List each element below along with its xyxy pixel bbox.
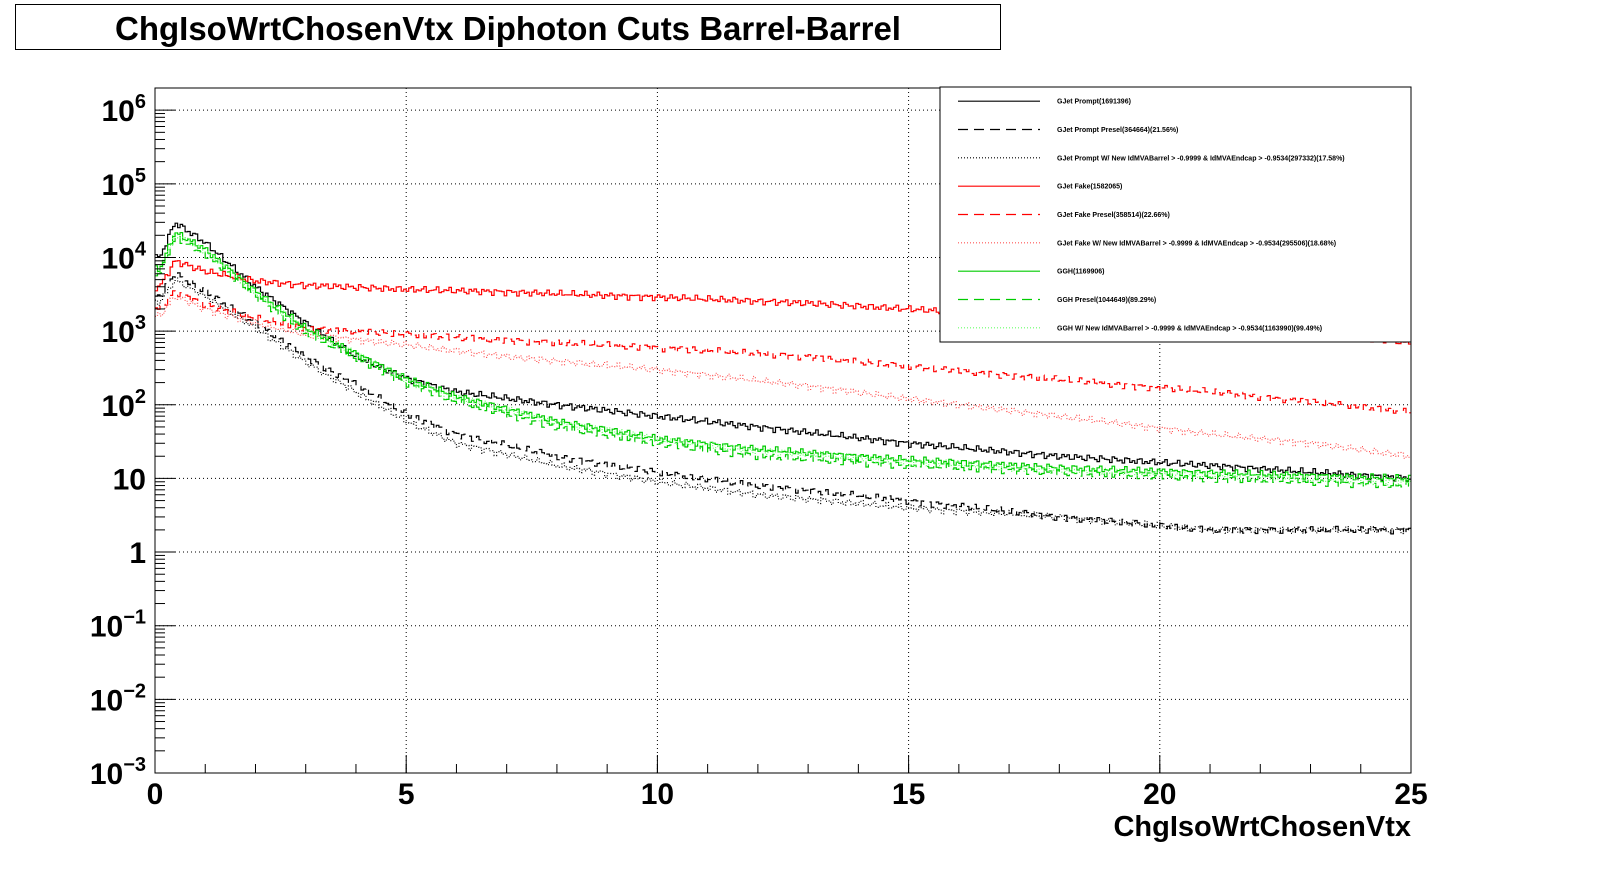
legend-label: GGH(1169906) (1057, 269, 1104, 276)
series-line (155, 235, 1411, 489)
series-line (155, 232, 1411, 481)
series-line (155, 290, 1411, 415)
legend-label: GJet Fake W/ New IdMVABarrel > -0.9999 &… (1057, 240, 1336, 247)
series-line (155, 232, 1411, 486)
grid (154, 88, 1412, 774)
x-tick-label: 20 (1143, 778, 1176, 811)
x-tick-label: 15 (892, 778, 925, 811)
legend-label: GJet Prompt Presel(364664)(21.56%) (1057, 127, 1178, 134)
y-tick-label: 105 (102, 165, 147, 202)
y-tick-label: 106 (102, 91, 147, 128)
legend-label: GJet Fake(1582065) (1057, 184, 1122, 191)
legend-label: GJet Prompt(1691396) (1057, 99, 1131, 106)
legend-label: GGH Presel(1044649)(89.29%) (1057, 297, 1156, 304)
x-tick-label: 25 (1394, 778, 1427, 811)
legend-label: GJet Fake Presel(358514)(22.66%) (1057, 212, 1170, 219)
legend: GJet Prompt(1691396) GJet Prompt Presel(3… (939, 86, 1412, 343)
chart-title-box: ChgIsoWrtChosenVtx Diphoton Cuts Barrel-… (15, 4, 1001, 50)
y-tick-label: 10−2 (90, 680, 146, 717)
y-tick-label: 102 (102, 386, 147, 423)
series-line (155, 276, 1411, 535)
legend-label: GGH W/ New IdMVABarrel > -0.9999 & IdMVA… (1057, 325, 1322, 332)
y-tick-label: 10−3 (90, 754, 146, 791)
chart-title: ChgIsoWrtChosenVtx Diphoton Cuts Barrel-… (115, 10, 901, 47)
x-axis-label: ChgIsoWrtChosenVtx (1113, 811, 1411, 843)
y-tick-label: 103 (102, 312, 147, 349)
y-tick-label: 10 (113, 463, 146, 496)
y-tick-label: 1 (129, 537, 146, 570)
y-tick-label: 10−1 (90, 607, 146, 644)
series-line (155, 295, 1411, 459)
x-tick-label: 10 (641, 778, 674, 811)
legend-label: GJet Prompt W/ New IdMVABarrel > -0.9999… (1057, 155, 1345, 162)
y-tick-label: 104 (102, 238, 147, 275)
x-tick-label: 5 (398, 778, 415, 811)
x-tick-label: 0 (147, 778, 164, 811)
plot-frame (154, 87, 1412, 774)
legend-box (939, 86, 1412, 343)
